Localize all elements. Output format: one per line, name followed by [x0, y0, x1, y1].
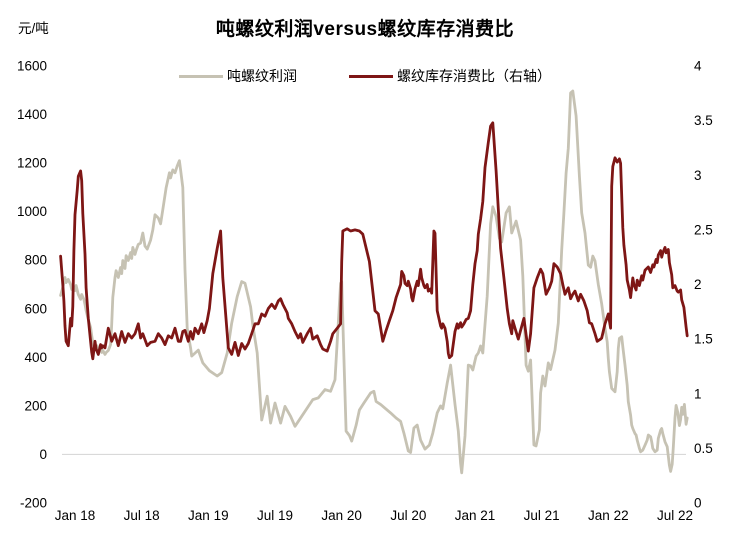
left-axis-tick-label: 200 [24, 398, 47, 413]
x-axis-tick-label: Jul 22 [657, 508, 693, 523]
left-axis-tick-label: 1400 [17, 107, 47, 122]
left-axis-tick-label: 1000 [17, 204, 47, 219]
left-axis-tick-label: -200 [20, 496, 47, 511]
x-axis-tick-label: Jul 18 [124, 508, 160, 523]
right-axis-tick-label: 0.5 [694, 441, 713, 456]
legend: 吨螺纹利润 螺纹库存消费比（右轴） [0, 66, 730, 86]
legend-label-inventory-ratio: 螺纹库存消费比（右轴） [397, 68, 551, 84]
x-axis-tick-label: Jan 22 [588, 508, 629, 523]
right-axis-tick-label: 1 [694, 386, 702, 401]
x-axis-tick-label: Jul 21 [524, 508, 560, 523]
right-axis-tick-label: 3 [694, 168, 702, 183]
left-axis-tick-label: 800 [24, 253, 47, 268]
legend-item-inventory-ratio: 螺纹库存消费比（右轴） [349, 66, 551, 86]
left-axis-unit-label: 元/吨 [18, 21, 49, 36]
right-axis-tick-label: 4 [694, 59, 702, 74]
right-axis-tick-label: 2 [694, 277, 702, 292]
x-axis-tick-label: Jan 21 [455, 508, 496, 523]
chart-title: 吨螺纹利润versus螺纹库存消费比 [215, 19, 515, 40]
right-axis-tick-label: 1.5 [694, 332, 713, 347]
x-axis-tick-label: Jul 19 [257, 508, 293, 523]
x-axis-tick-label: Jan 18 [55, 508, 96, 523]
profit-line-swatch-icon [179, 74, 223, 78]
right-axis-tick-label: 2.5 [694, 222, 713, 237]
right-axis-tick-label: 0 [694, 496, 702, 511]
x-axis-tick-label: Jul 20 [390, 508, 426, 523]
legend-label-profit: 吨螺纹利润 [227, 68, 297, 84]
left-axis-tick-label: 1600 [17, 59, 47, 74]
left-axis-tick-label: 600 [24, 301, 47, 316]
x-axis-tick-label: Jan 20 [321, 508, 362, 523]
left-axis-tick-label: 400 [24, 350, 47, 365]
inventory-ratio-line-swatch-icon [349, 74, 393, 78]
series-line-profit [59, 89, 689, 475]
right-axis-tick-label: 3.5 [694, 113, 713, 128]
left-axis-tick-label: 1200 [17, 156, 47, 171]
x-axis-tick-label: Jan 19 [188, 508, 229, 523]
legend-item-profit: 吨螺纹利润 [179, 66, 297, 86]
left-axis-tick-label: 0 [39, 447, 47, 462]
series-line-inventory-ratio [59, 121, 689, 361]
